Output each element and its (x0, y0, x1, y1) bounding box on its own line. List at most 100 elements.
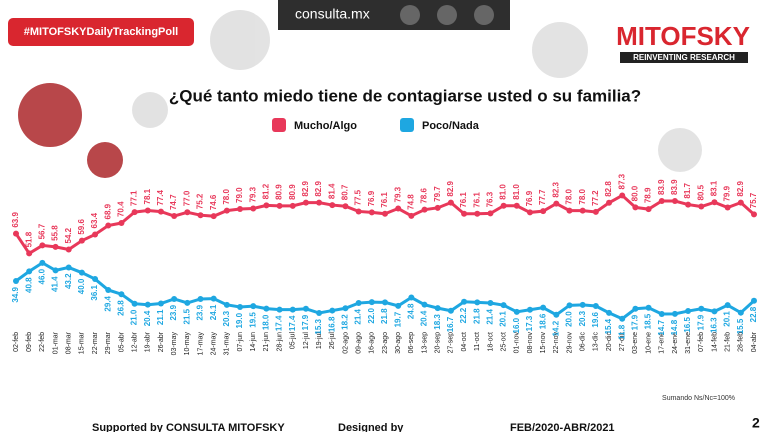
point (39, 242, 46, 249)
point (210, 295, 217, 302)
point (355, 300, 362, 307)
data-label: 24.8 (406, 303, 415, 319)
data-label: 83.1 (710, 180, 719, 196)
x-tick-label: 01-mar (52, 331, 59, 354)
data-label: 21.0 (130, 309, 139, 325)
data-label: 81.0 (499, 184, 508, 200)
data-label: 16.3 (710, 317, 719, 333)
data-label: 17.9 (301, 314, 310, 330)
legend-swatch (272, 118, 286, 132)
data-label: 76.9 (525, 190, 534, 206)
point (368, 209, 375, 216)
data-label: 76.3 (486, 191, 495, 207)
point (342, 203, 349, 210)
data-label: 19.6 (591, 311, 600, 327)
point (632, 305, 639, 312)
data-label: 81.0 (512, 184, 521, 200)
youtube-icon[interactable] (474, 5, 494, 25)
point (487, 300, 494, 307)
legend-label: Mucho/Algo (294, 120, 357, 132)
data-label: 82.8 (604, 181, 613, 197)
point (289, 202, 296, 209)
x-tick-label: 01-nov (514, 332, 521, 354)
x-tick-label: 27-sep (448, 332, 455, 354)
point (302, 305, 309, 312)
point (658, 197, 665, 204)
facebook-icon[interactable] (437, 5, 457, 25)
point (685, 308, 692, 315)
x-tick-label: 22-mar (92, 331, 99, 354)
point (553, 200, 560, 207)
point (711, 199, 718, 206)
point (579, 301, 586, 308)
site-link[interactable]: consulta.mx (295, 6, 370, 22)
point (171, 295, 178, 302)
supported: Supported by CONSULTA MITOFSKY (92, 422, 285, 432)
point (645, 206, 652, 213)
badge-text: #MITOFSKYDailyTrackingPoll (24, 26, 178, 38)
point (276, 306, 283, 313)
data-label: 79.7 (433, 186, 442, 202)
data-label: 82.9 (301, 181, 310, 197)
data-label: 78.6 (420, 188, 429, 204)
chart-title: ¿Qué tanto miedo tiene de contagiarse us… (169, 86, 641, 105)
point (645, 304, 652, 311)
point (144, 207, 151, 214)
data-label: 54.2 (64, 227, 73, 243)
point (39, 259, 46, 266)
point (118, 291, 125, 298)
x-tick-label: 13-dic (593, 332, 600, 352)
page-number: 2 (752, 415, 760, 431)
point (302, 199, 309, 206)
point (606, 199, 613, 206)
x-tick-label: 11-oct (474, 332, 481, 351)
x-tick-label: 31-ene (685, 332, 692, 354)
data-label: 43.2 (64, 273, 73, 289)
x-tick-label: 24-may (211, 332, 218, 356)
data-label: 18.6 (538, 313, 547, 329)
legend-swatch (400, 118, 414, 132)
x-tick-label: 08-mar (66, 331, 73, 354)
x-tick-label: 17-ene (659, 332, 666, 354)
data-label: 77.5 (354, 189, 363, 205)
tagline-bg (620, 52, 748, 63)
point (711, 308, 718, 315)
point (223, 301, 230, 308)
data-label: 78.0 (222, 189, 231, 205)
x-tick-label: 03-may (171, 332, 178, 356)
point (553, 311, 560, 318)
point (223, 207, 230, 214)
point (671, 310, 678, 317)
point (197, 212, 204, 219)
x-tick-label: 06-dic (580, 332, 587, 352)
top-bar (278, 0, 510, 30)
point (289, 306, 296, 313)
x-tick-label: 19-jul (316, 332, 323, 350)
point (92, 231, 99, 238)
data-label: 18.0 (262, 314, 271, 330)
point (65, 264, 72, 271)
point (184, 209, 191, 216)
point (329, 202, 336, 209)
data-label: 74.7 (169, 194, 178, 210)
x-tick-label: 22-nov (553, 332, 560, 354)
point (685, 201, 692, 208)
data-label: 81.7 (683, 182, 692, 198)
data-label: 15.4 (604, 318, 613, 334)
point (382, 299, 388, 306)
data-label: 34.9 (11, 286, 20, 302)
x-tick-label: 07-jun (237, 332, 244, 352)
x-tick-label: 30-ago (395, 332, 402, 354)
data-label: 78.1 (143, 188, 152, 204)
point (105, 286, 112, 293)
twitter-icon[interactable] (400, 5, 420, 25)
data-label: 78.0 (565, 189, 574, 205)
x-tick-label: 13-sep (421, 332, 428, 354)
data-label: 41.4 (51, 276, 60, 292)
data-label: 18.2 (341, 314, 350, 330)
data-label: 22.8 (749, 306, 758, 322)
point (566, 207, 573, 214)
data-label: 77.0 (182, 190, 191, 206)
data-label: 20.0 (565, 311, 574, 327)
data-label: 76.1 (472, 192, 481, 208)
